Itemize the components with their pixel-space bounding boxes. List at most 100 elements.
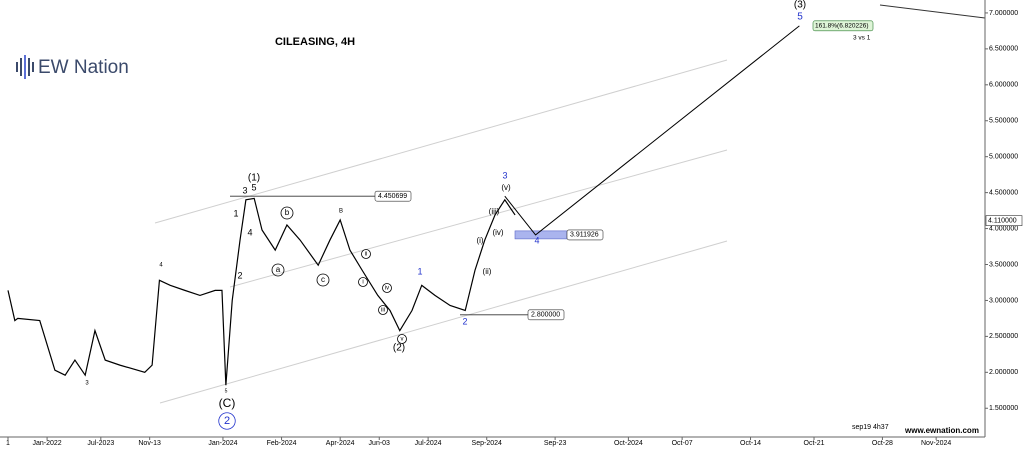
x-tick-label: Sep-23 <box>544 440 567 447</box>
wave-label: 5 <box>797 12 803 23</box>
y-tick-label: 2.500000 <box>989 333 1018 340</box>
x-tick-label: Jul-2024 <box>415 440 442 447</box>
logo-bar <box>20 58 22 76</box>
wave-label: 3 <box>242 185 247 195</box>
channel-line <box>229 149 728 288</box>
y-tick-label: 2.000000 <box>989 369 1018 376</box>
y-tick-label: 5.500000 <box>989 118 1018 125</box>
level-label-box <box>527 309 565 321</box>
wave-label: (C) <box>219 396 236 410</box>
wave-label: 3 <box>85 381 89 387</box>
x-tick-label: Jan-2022 <box>32 440 61 447</box>
wave-label: b <box>285 208 290 217</box>
y-tick-label: 6.000000 <box>989 82 1018 89</box>
target-label: 161.8%(6.820226) <box>815 23 869 30</box>
y-tick-label: 7.000000 <box>989 10 1018 17</box>
wave-label: 5 <box>225 388 228 394</box>
wave-circle <box>316 273 330 287</box>
x-tick-label: Oct-28 <box>872 440 893 447</box>
wave-label: (v) <box>501 183 511 192</box>
timestamp: sep19 4h37 <box>852 424 889 431</box>
chart-title: CILEASING, 4H <box>275 36 355 48</box>
x-tick-label: Nov-2024 <box>921 440 951 447</box>
wave-label: v <box>401 337 404 343</box>
y-tick-label: 5.000000 <box>989 154 1018 161</box>
wave-label: (1) <box>248 173 260 184</box>
wave-circle <box>271 263 285 277</box>
wave-label: (2) <box>393 343 405 354</box>
x-tick-label: Feb-2024 <box>267 440 297 447</box>
y-tick-label: 3.000000 <box>989 297 1018 304</box>
brand: EW Nation <box>38 57 129 78</box>
level-label-box <box>566 229 604 241</box>
y-tick-label: 6.500000 <box>989 46 1018 53</box>
wave-label: ii <box>365 252 368 258</box>
level-label: 2.800000 <box>531 312 560 319</box>
trend-line <box>879 4 986 19</box>
channel-line <box>159 240 728 404</box>
wave-label: (i) <box>476 236 483 245</box>
website: www.ewnation.com <box>904 426 979 435</box>
last-price-box <box>985 215 1023 226</box>
wave-label: (ii) <box>483 267 492 276</box>
level-label: 4.450699 <box>378 193 407 200</box>
wave-label: 1 <box>233 208 238 218</box>
x-tick-label: Jan-2024 <box>208 440 237 447</box>
x-tick-label: Oct-07 <box>672 440 693 447</box>
price-line <box>7 197 516 386</box>
x-tick-label: Nov-13 <box>138 440 161 447</box>
x-tick-label: 1 <box>6 440 10 447</box>
y-tick-label: 1.500000 <box>989 405 1018 412</box>
wave-label: (3) <box>794 0 806 11</box>
wave-label: 2 <box>462 316 467 326</box>
logo-bar <box>28 58 30 76</box>
x-tick-label: Oct-21 <box>804 440 825 447</box>
logo-bar <box>16 62 18 72</box>
wave-label: (iv) <box>492 228 503 237</box>
target-note: 3 vs 1 <box>853 35 871 42</box>
y-tick-label: 4.000000 <box>989 225 1018 232</box>
wave-circle <box>397 334 407 344</box>
wave-label: (iii) <box>489 207 500 216</box>
y-tick-label: 4.500000 <box>989 189 1018 196</box>
wave-label: i <box>362 280 363 286</box>
wave-label: B <box>339 209 343 215</box>
channel-line <box>154 59 728 224</box>
wave-label: 3 <box>502 170 507 180</box>
wave-label: 4 <box>534 235 539 245</box>
level-box <box>514 230 568 240</box>
wave-label: 2 <box>237 270 242 280</box>
logo-bar <box>32 62 34 72</box>
wave-circle <box>218 412 236 430</box>
level-label: 3.911926 <box>570 232 599 239</box>
wave-circle <box>378 305 388 315</box>
last-price-label: 4.110000 <box>988 218 1017 225</box>
wave-label: 2 <box>224 415 230 427</box>
x-tick-label: Jun-03 <box>369 440 391 447</box>
wave-label: iv <box>385 286 389 292</box>
logo-bar <box>24 55 26 79</box>
wave-circle <box>361 249 371 259</box>
y-tick-label: 3.500000 <box>989 261 1018 268</box>
x-tick-label: Oct-2024 <box>614 440 643 447</box>
wave-label: 4 <box>159 263 163 269</box>
wave-label: 5 <box>251 182 256 192</box>
price-line <box>504 25 800 236</box>
wave-label: iii <box>381 308 385 314</box>
level-label-box <box>374 190 412 202</box>
wave-circle <box>358 277 368 287</box>
wave-circle <box>280 206 294 220</box>
x-tick-label: Sep-2024 <box>472 440 502 447</box>
x-tick-label: Jul-2023 <box>87 440 114 447</box>
x-tick-label: Oct-14 <box>740 440 761 447</box>
x-tick-label: Apr-2024 <box>326 440 355 447</box>
wave-label: a <box>276 265 281 274</box>
wave-circle <box>382 283 392 293</box>
wave-label: c <box>321 275 325 284</box>
wave-label: 1 <box>417 266 422 276</box>
logo: EW Nation <box>16 55 129 79</box>
target-box <box>812 20 874 32</box>
wave-label: 4 <box>247 227 252 237</box>
